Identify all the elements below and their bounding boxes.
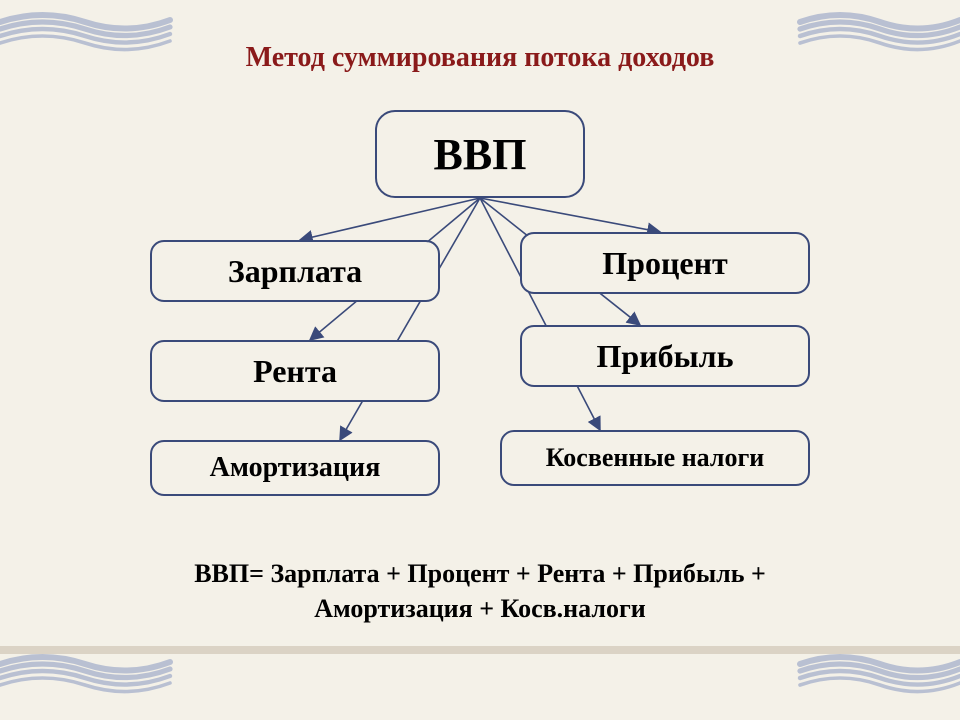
node-renta: Рента bbox=[150, 340, 440, 402]
diagram-canvas: Метод суммирования потока доходов ВВП За… bbox=[0, 0, 960, 720]
node-procent-label: Процент bbox=[602, 245, 727, 282]
node-zarplata: Зарплата bbox=[150, 240, 440, 302]
formula: ВВП= Зарплата + Процент + Рента + Прибыл… bbox=[0, 556, 960, 626]
node-zarplata-label: Зарплата bbox=[228, 253, 362, 290]
node-renta-label: Рента bbox=[253, 353, 337, 390]
node-pribyl-label: Прибыль bbox=[597, 338, 734, 375]
decor-bottom-band bbox=[0, 646, 960, 654]
slide-title: Метод суммирования потока доходов bbox=[0, 42, 960, 74]
node-kosvnalogi-label: Косвенные налоги bbox=[546, 443, 765, 473]
formula-line-2: Амортизация + Косв.налоги bbox=[314, 594, 646, 623]
node-pribyl: Прибыль bbox=[520, 325, 810, 387]
node-amortizaciya-label: Амортизация bbox=[210, 452, 381, 484]
slide-title-text: Метод суммирования потока доходов bbox=[246, 42, 715, 73]
node-kosvnalogi: Косвенные налоги bbox=[500, 430, 810, 486]
node-root: ВВП bbox=[375, 110, 585, 198]
node-procent: Процент bbox=[520, 232, 810, 294]
node-amortizaciya: Амортизация bbox=[150, 440, 440, 496]
node-root-label: ВВП bbox=[434, 129, 527, 180]
formula-line-1: ВВП= Зарплата + Процент + Рента + Прибыл… bbox=[194, 559, 766, 588]
